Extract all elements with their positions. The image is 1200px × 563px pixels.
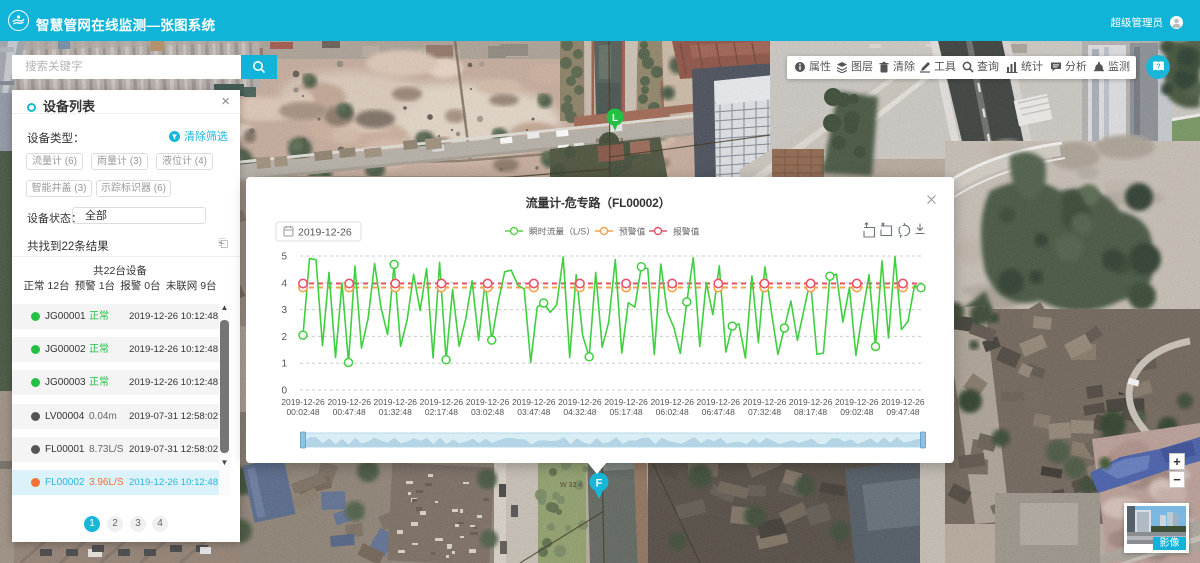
svg-text:2019-12-26: 2019-12-26 bbox=[835, 397, 879, 407]
svg-text:2019-12-26: 2019-12-26 bbox=[604, 397, 648, 407]
svg-text:02:17:48: 02:17:48 bbox=[425, 407, 458, 417]
svg-text:07:32:48: 07:32:48 bbox=[748, 407, 781, 417]
svg-text:4: 4 bbox=[281, 278, 287, 289]
svg-text:2019-12-26: 2019-12-26 bbox=[881, 397, 925, 407]
svg-text:09:02:48: 09:02:48 bbox=[840, 407, 873, 417]
svg-text:报警值: 报警值 bbox=[673, 226, 700, 237]
svg-text:2019-12-26: 2019-12-26 bbox=[743, 397, 787, 407]
svg-text:2019-12-26: 2019-12-26 bbox=[466, 397, 510, 407]
svg-text:流量计-危专路（FL00002）: 流量计-危专路（FL00002） bbox=[526, 195, 671, 210]
svg-text:2019-12-26: 2019-12-26 bbox=[327, 397, 371, 407]
svg-text:瞬时流量（L/S）: 瞬时流量（L/S） bbox=[529, 226, 595, 237]
svg-text:04:32:48: 04:32:48 bbox=[563, 407, 596, 417]
svg-text:2019-12-26: 2019-12-26 bbox=[374, 397, 418, 407]
svg-text:3: 3 bbox=[281, 305, 287, 316]
svg-text:预警值: 预警值 bbox=[619, 226, 646, 237]
svg-text:2: 2 bbox=[281, 332, 287, 343]
svg-text:2019-12-26: 2019-12-26 bbox=[281, 397, 325, 407]
svg-text:06:47:48: 06:47:48 bbox=[702, 407, 735, 417]
svg-text:03:47:48: 03:47:48 bbox=[517, 407, 550, 417]
svg-text:5: 5 bbox=[281, 252, 287, 263]
svg-text:06:02:48: 06:02:48 bbox=[656, 407, 689, 417]
svg-text:00:47:48: 00:47:48 bbox=[333, 407, 366, 417]
svg-text:0: 0 bbox=[281, 386, 287, 397]
svg-text:2019-12-26: 2019-12-26 bbox=[789, 397, 833, 407]
svg-text:2019-12-26: 2019-12-26 bbox=[650, 397, 694, 407]
svg-text:2019-12-26: 2019-12-26 bbox=[558, 397, 602, 407]
svg-text:F: F bbox=[596, 478, 603, 490]
svg-text:L: L bbox=[612, 113, 618, 124]
svg-text:1: 1 bbox=[281, 359, 287, 370]
svg-text:05:17:48: 05:17:48 bbox=[610, 407, 643, 417]
svg-text:03:02:48: 03:02:48 bbox=[471, 407, 504, 417]
svg-text:2019-12-26: 2019-12-26 bbox=[420, 397, 464, 407]
svg-text:2019-12-26: 2019-12-26 bbox=[512, 397, 556, 407]
svg-text:?: ? bbox=[1156, 64, 1160, 71]
svg-text:01:32:48: 01:32:48 bbox=[379, 407, 412, 417]
svg-text:2019-12-26: 2019-12-26 bbox=[298, 227, 352, 239]
svg-text:09:47:48: 09:47:48 bbox=[886, 407, 919, 417]
svg-text:08:17:48: 08:17:48 bbox=[794, 407, 827, 417]
svg-text:00:02:48: 00:02:48 bbox=[286, 407, 319, 417]
svg-text:2019-12-26: 2019-12-26 bbox=[697, 397, 741, 407]
